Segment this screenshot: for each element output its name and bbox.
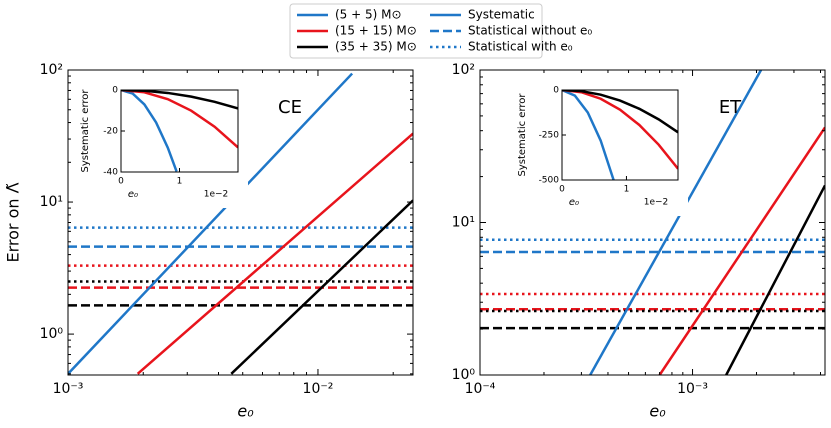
y-axis-label: Error on Λ̃ [4, 182, 23, 262]
x-tick-label: 10⁻⁴ [465, 381, 496, 397]
panel-label: ET [719, 97, 742, 118]
y-tick-label: 10² [452, 62, 475, 78]
x-axis-label: e₀ [649, 402, 666, 421]
inset-y-tick-label: -40 [103, 168, 118, 178]
legend-label: (5 + 5) M⊙ [335, 8, 402, 22]
inset-y-tick-label: -500 [539, 176, 560, 186]
y-tick-label: 10⁰ [452, 367, 476, 383]
panel-label: CE [278, 97, 302, 118]
inset-area [562, 90, 678, 180]
legend-label: Systematic [468, 8, 535, 22]
legend-label: Statistical with e₀ [468, 40, 573, 54]
legend-label: (35 + 35) M⊙ [335, 40, 417, 54]
inset-y-tick-label: 0 [553, 86, 559, 96]
inset-x-tick-label: 1 [624, 185, 630, 195]
inset-background [514, 84, 688, 216]
x-tick-label: 10⁻³ [677, 381, 708, 397]
y-tick-label: 10⁰ [40, 326, 64, 342]
inset-line [562, 90, 678, 134]
y-tick-label: 10² [40, 62, 63, 78]
inset-line [562, 90, 615, 180]
inset-y-tick-label: -250 [539, 131, 560, 141]
systematic-line [230, 199, 413, 375]
inset-line [121, 90, 238, 110]
x-tick-label: 10⁻³ [53, 381, 84, 397]
plot-area [480, 70, 825, 375]
systematic-line [725, 184, 825, 375]
legend-label: (15 + 15) M⊙ [335, 24, 417, 38]
systematic-line [658, 126, 825, 375]
inset-x-offset: 1e−2 [644, 198, 669, 208]
inset-x-offset: 1e−2 [204, 190, 229, 200]
inset-x-tick-label: 0 [118, 177, 124, 187]
inset-background [73, 84, 248, 208]
x-axis-label: e₀ [237, 402, 254, 421]
inset-y-label: Systematic error [517, 93, 528, 177]
inset-line [121, 90, 238, 149]
y-tick-label: 10¹ [40, 194, 63, 210]
inset-y-tick-label: -20 [103, 127, 118, 137]
inset-x-tick-label: 0 [559, 185, 565, 195]
inset-y-label: Systematic error [80, 89, 91, 173]
y-tick-label: 10¹ [452, 215, 475, 231]
inset-x-label: e₀ [128, 189, 138, 200]
legend-frame [289, 3, 543, 59]
legend-label: Statistical without e₀ [468, 24, 592, 38]
systematic-line [136, 132, 413, 375]
inset-y-tick-label: 0 [112, 86, 118, 96]
x-tick-label: 10⁻² [303, 381, 334, 397]
systematic-line [68, 72, 354, 375]
plot-area [68, 72, 413, 375]
systematic-line [589, 70, 763, 375]
inset-x-label: e₀ [569, 197, 579, 208]
inset-area [121, 90, 238, 172]
inset-line [121, 90, 178, 172]
inset-x-tick-label: 1 [177, 177, 183, 187]
